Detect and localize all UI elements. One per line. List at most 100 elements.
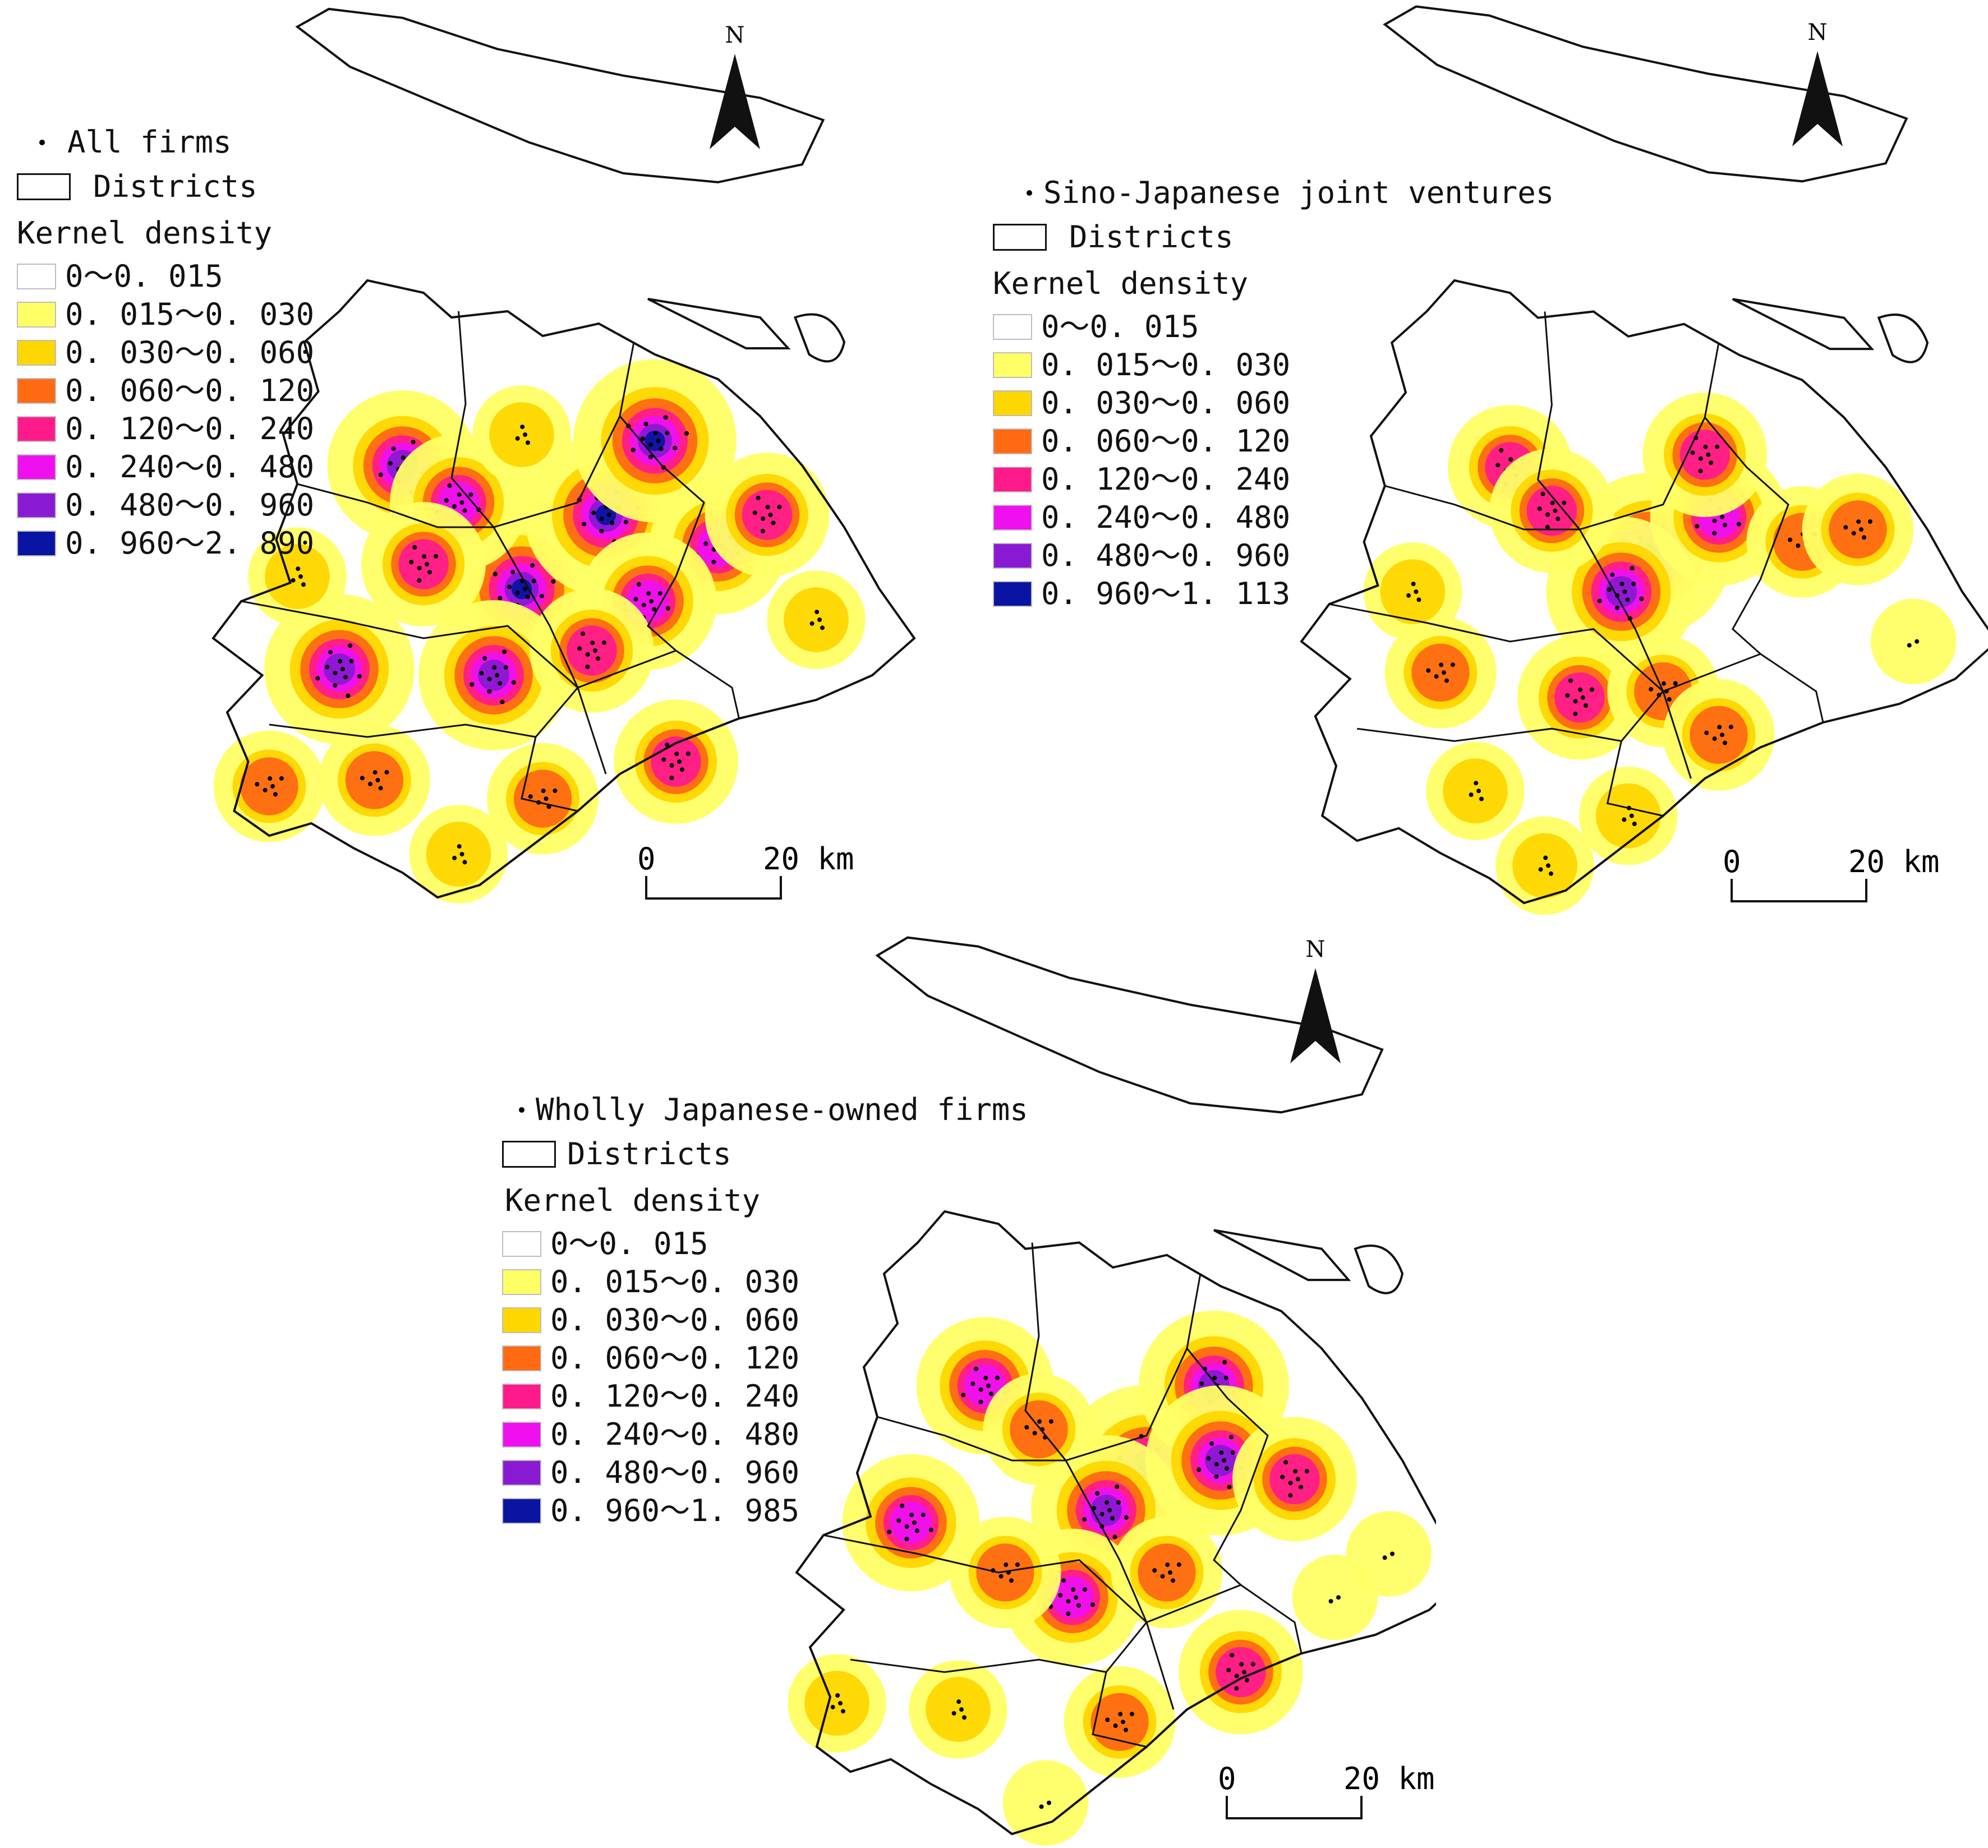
- firm-point: [1690, 450, 1695, 455]
- firm-point: [333, 683, 338, 688]
- firm-point: [1124, 1515, 1129, 1520]
- firm-point: [1176, 1562, 1181, 1567]
- firm-point: [503, 665, 508, 670]
- firm-point: [1723, 523, 1727, 528]
- legend-class-row: 0. 120～0. 240: [17, 410, 314, 448]
- legend-swatch: [17, 340, 56, 366]
- mainland-outline: [795, 1210, 1436, 1836]
- density-ring: [265, 544, 330, 609]
- legend-class-row: 0. 240～0. 480: [17, 448, 314, 486]
- legend-class-label: 0. 030～0. 060: [1041, 385, 1291, 421]
- scale-bar: 0 20 km: [637, 841, 886, 903]
- firm-point: [1698, 456, 1703, 461]
- legend-class-label: 0. 060～0. 120: [65, 373, 315, 408]
- firm-point: [348, 643, 353, 648]
- firm-point: [1416, 597, 1421, 602]
- firm-point: [582, 522, 587, 527]
- firm-point: [1047, 1800, 1051, 1805]
- islet-outline: [1213, 1229, 1351, 1282]
- legend-class-row: 0. 030～0. 060: [17, 334, 314, 372]
- firm-point: [1607, 587, 1612, 592]
- firm-point: [665, 606, 670, 611]
- firm-point: [1222, 1360, 1227, 1365]
- legend-class-row: 0. 480～0. 960: [993, 537, 1554, 575]
- density-ring: [1526, 486, 1577, 536]
- firm-point: [1229, 1435, 1234, 1440]
- firm-point: [479, 671, 484, 676]
- firm-point: [298, 574, 303, 579]
- scale-twenty: 20 km: [1343, 1761, 1435, 1796]
- firm-point: [1717, 725, 1722, 730]
- district-boundary: [877, 1416, 1066, 1462]
- firm-point: [761, 516, 766, 521]
- density-ring: [398, 539, 449, 589]
- firm-point: [1105, 1500, 1110, 1505]
- firm-point: [1199, 1381, 1204, 1386]
- firm-point: [680, 767, 684, 772]
- scale-bar-icon: [1226, 1796, 1363, 1819]
- firm-point: [1095, 1491, 1100, 1496]
- legend-class-row: 0. 015～0. 030: [17, 296, 314, 334]
- firm-point: [487, 689, 492, 694]
- firm-point: [279, 776, 284, 781]
- firm-point: [296, 566, 301, 572]
- firm-point: [1704, 730, 1709, 735]
- density-ring: [240, 757, 298, 815]
- firm-point: [291, 578, 296, 583]
- firm-point: [838, 1700, 843, 1706]
- legend-swatch: [993, 352, 1032, 378]
- firm-point: [760, 529, 765, 533]
- legend-classes: 0～0. 015 0. 015～0. 030 0. 030～0. 060 0. 060…: [987, 308, 1554, 613]
- firm-point: [928, 1527, 933, 1532]
- firm-point: [1116, 1500, 1121, 1505]
- scale-zero: 0: [1218, 1761, 1236, 1796]
- legend-class-row: 0. 960～1. 985: [502, 1492, 1028, 1530]
- legend-class-row: 0. 030～0. 060: [993, 384, 1554, 422]
- firm-point: [1234, 1686, 1239, 1691]
- density-ring: [1411, 643, 1470, 702]
- firm-point: [1082, 1587, 1087, 1592]
- legend-class-label: 0. 960～2. 890: [65, 526, 315, 561]
- firm-point: [961, 1393, 966, 1398]
- firm-point: [349, 658, 354, 663]
- firm-point: [951, 1711, 956, 1716]
- scale-bar: 0 20 km: [1723, 844, 1972, 906]
- firm-point: [425, 562, 429, 566]
- firm-point: [841, 1709, 845, 1714]
- firm-point: [1037, 1419, 1042, 1424]
- firm-point: [384, 769, 389, 775]
- firm-point: [915, 1528, 919, 1533]
- legend-kernel-title: Kernel density: [993, 266, 1249, 301]
- legend-swatch: [502, 1307, 541, 1333]
- firm-point: [411, 440, 416, 445]
- north-arrow: N: [1792, 20, 1843, 146]
- firm-point: [493, 572, 498, 577]
- firm-point: [1573, 699, 1578, 704]
- scale-twenty: 20 km: [763, 841, 854, 877]
- firm-point: [904, 1537, 909, 1541]
- firm-point: [809, 621, 814, 626]
- islet-outline: [1354, 1245, 1404, 1294]
- firm-point: [523, 587, 527, 591]
- density-ring: [742, 490, 793, 540]
- firm-point: [1245, 1678, 1249, 1683]
- density-ring: [345, 751, 404, 809]
- legend-class-row: 0. 030～0. 060: [502, 1301, 1028, 1339]
- legend-swatch: [17, 302, 56, 328]
- density-ring: [1269, 1454, 1320, 1504]
- firm-point: [1698, 468, 1703, 473]
- firm-point: [409, 560, 414, 565]
- firm-point-symbol: [1027, 190, 1032, 196]
- firm-point: [1242, 1670, 1246, 1675]
- district-boundary: [1092, 1672, 1147, 1748]
- district-boundary: [823, 1534, 1303, 1654]
- density-ring: [1554, 672, 1605, 723]
- firm-point: [515, 436, 520, 441]
- scale-zero: 0: [1723, 844, 1741, 879]
- firm-point: [1439, 662, 1444, 667]
- firm-point: [665, 742, 670, 747]
- legend-districts-label: Districts: [567, 1136, 731, 1172]
- firm-point: [500, 699, 505, 704]
- firm-point: [640, 436, 645, 441]
- firm-point: [995, 1375, 1000, 1380]
